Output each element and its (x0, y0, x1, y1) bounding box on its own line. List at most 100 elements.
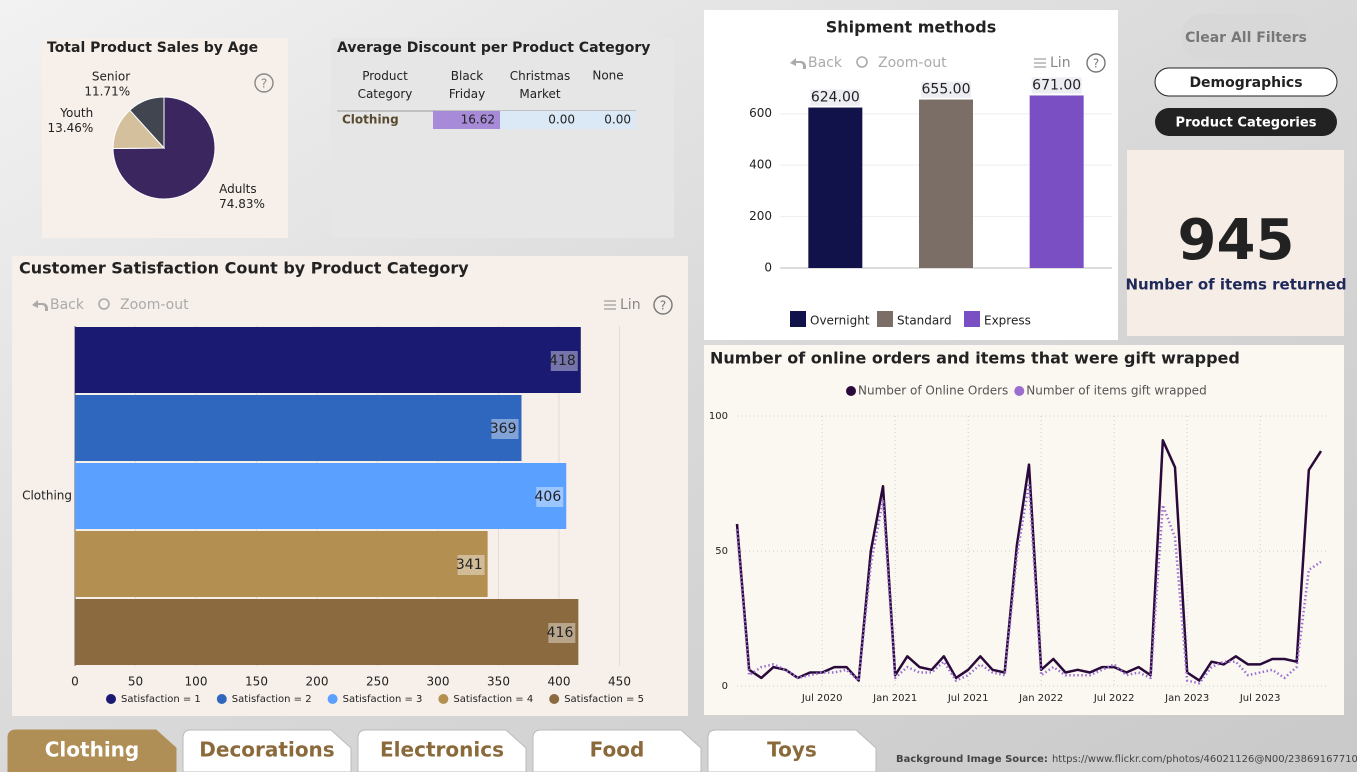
legend-label: Satisfaction = 4 (453, 694, 533, 705)
pie-label: Senior (92, 69, 130, 83)
bar (75, 531, 488, 597)
table-header: None (592, 69, 623, 83)
clear-label: Clear All Filters (1185, 30, 1307, 46)
legend-marker (1014, 386, 1025, 396)
data-label-bg (550, 351, 578, 371)
legend-label: Satisfaction = 3 (343, 694, 423, 705)
footer-label: Background Image Source: (896, 754, 1048, 765)
data-label-bg (1031, 77, 1082, 94)
y-tick-label: Clothing (22, 489, 72, 503)
chart-title: Customer Satisfaction Count by Product C… (19, 259, 469, 278)
legend-marker (438, 694, 449, 704)
tab-label: Decorations (199, 738, 334, 762)
y-tick-label: 200 (749, 209, 772, 223)
help-icon (1086, 53, 1106, 73)
data-label-bg (536, 487, 564, 507)
legend-marker (549, 694, 560, 704)
legend-marker (327, 694, 338, 704)
y-tick-label: 0 (722, 681, 728, 692)
cell-bg (500, 111, 636, 129)
zoom-out-button: Zoom-out (878, 55, 947, 71)
x-tick-label: Jul 2021 (947, 693, 989, 704)
x-tick-label: 350 (487, 675, 510, 689)
legend-marker (790, 311, 806, 327)
tab-label: Electronics (380, 738, 504, 762)
x-tick-label: Jul 2022 (1093, 693, 1135, 704)
pie-value-label: 74.83% (219, 197, 265, 211)
legend-marker (106, 694, 116, 704)
data-label: 655.00 (922, 82, 971, 98)
lin-button: Lin (620, 297, 641, 313)
pie-slice (129, 96, 165, 150)
x-tick-label: 100 (185, 675, 208, 689)
x-tick-label: Jan 2022 (1018, 693, 1063, 704)
bar (75, 327, 581, 393)
legend-label: Number of items gift wrapped (1026, 384, 1206, 398)
pie-label: Youth (59, 106, 93, 120)
legend-label: Standard (897, 314, 952, 328)
pie-value-label: 11.71% (84, 84, 130, 98)
line-series (735, 439, 1323, 682)
zoom-icon (98, 298, 110, 310)
y-tick-label: 400 (749, 158, 772, 172)
tab-label: Clothing (45, 738, 139, 762)
data-label-bg (548, 623, 576, 643)
x-tick-label: Jul 2020 (801, 693, 843, 704)
product-categories-button[interactable] (1155, 108, 1337, 136)
table-cell: 16.62 (461, 113, 495, 127)
table-header: Christmas Market (510, 69, 571, 101)
help-icon (254, 73, 274, 93)
bar (75, 463, 567, 529)
x-tick-label: Jan 2023 (1164, 693, 1209, 704)
y-tick-label: 100 (709, 411, 728, 422)
legend-label: Satisfaction = 5 (564, 694, 644, 705)
legend-label: Number of Online Orders (858, 384, 1008, 398)
product-categories-label: Product Categories (1176, 116, 1317, 131)
x-tick-label: 0 (71, 675, 79, 689)
tab[interactable] (357, 729, 527, 772)
tab[interactable] (707, 729, 877, 772)
bar (1029, 95, 1084, 268)
help-icon (653, 295, 673, 315)
zoom-out-button: Zoom-out (120, 297, 189, 313)
table-panel (331, 38, 674, 238)
data-label: 369 (490, 421, 517, 437)
tab[interactable] (7, 729, 177, 772)
footer-url: https://www.flickr.com/photos/46021126@N… (1052, 754, 1357, 765)
pie-label: Adults (219, 182, 257, 196)
data-label-bg (491, 419, 519, 439)
help-button: ? (1093, 57, 1099, 71)
help-button: ? (660, 299, 666, 313)
back-icon (790, 58, 806, 69)
chart-title: Total Product Sales by Age (47, 40, 258, 56)
data-label: 418 (549, 353, 576, 369)
y-tick-label: 600 (749, 106, 772, 120)
table-cell: 0.00 (604, 113, 631, 127)
clear-button[interactable] (1181, 14, 1311, 60)
lin-button: Lin (1050, 55, 1071, 71)
table-header: Product Category (358, 69, 413, 101)
tab[interactable] (182, 729, 352, 772)
x-tick-label: 400 (548, 675, 571, 689)
table-cell: Clothing (342, 113, 399, 127)
bar (919, 99, 973, 268)
legend-label: Express (984, 314, 1031, 328)
x-tick-label: 300 (427, 675, 450, 689)
pie-slice (112, 96, 216, 200)
help-button: ? (261, 77, 267, 91)
x-tick-label: 450 (608, 675, 631, 689)
bar (808, 107, 863, 269)
data-label-bg (457, 555, 485, 575)
x-tick-label: 150 (245, 675, 268, 689)
kpi-panel (1127, 150, 1344, 336)
demographics-button[interactable] (1154, 67, 1338, 97)
kpi-value: 945 (1178, 208, 1295, 273)
legend-marker (216, 694, 227, 704)
tab[interactable] (532, 729, 702, 772)
demographics-label: Demographics (1189, 75, 1302, 91)
bar (75, 599, 579, 665)
data-label: 671.00 (1032, 77, 1081, 93)
kpi-label: Number of items returned (1125, 276, 1346, 294)
line-panel (704, 345, 1344, 715)
